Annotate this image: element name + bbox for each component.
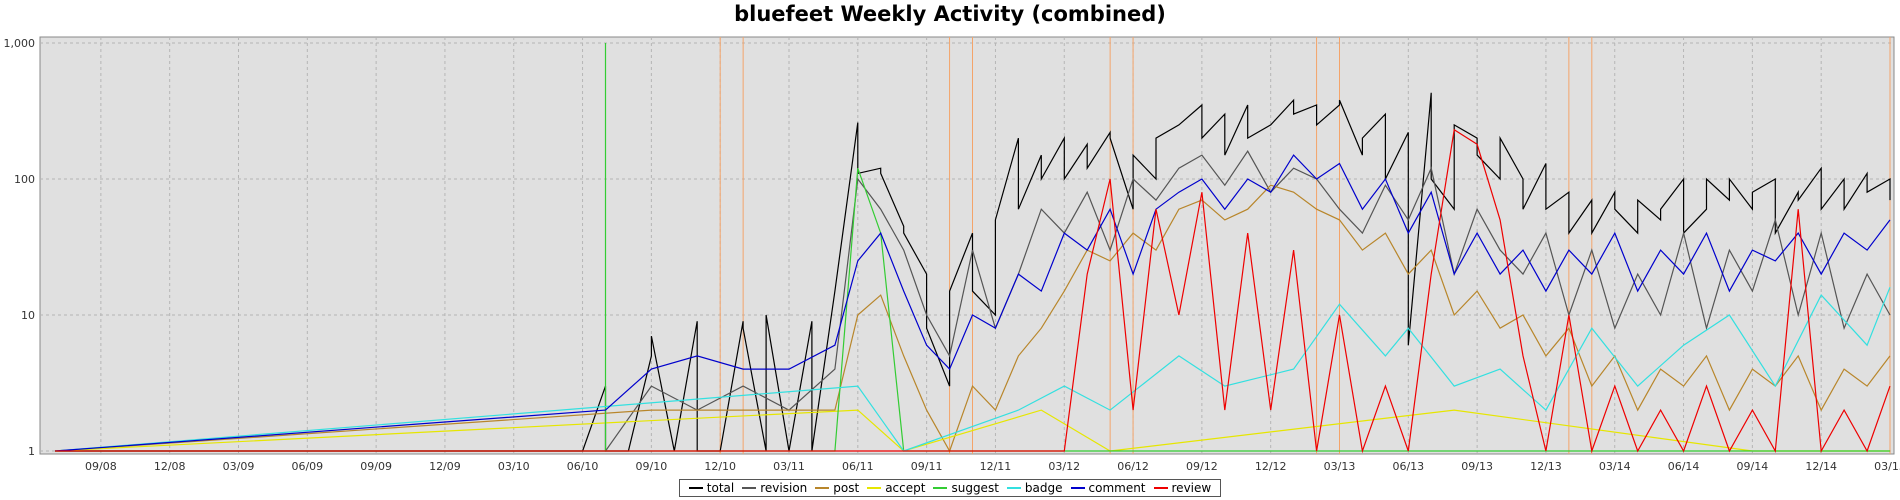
x-tick-label: 03/09 (223, 460, 255, 473)
y-axis-ticks: 1 10 100 1,000 (4, 37, 36, 458)
legend-label: total (706, 481, 735, 495)
legend: total revision post accept suggest badge comme… (0, 479, 1900, 497)
y-tick-label: 1 (28, 445, 35, 458)
legend-swatch (1070, 487, 1085, 489)
legend-item-post: post (815, 481, 859, 495)
x-tick-label: 06/11 (842, 460, 874, 473)
x-tick-label: 12/08 (154, 460, 186, 473)
x-tick-label: 09/08 (85, 460, 117, 473)
x-tick-label: 03/15 (1874, 460, 1900, 473)
x-tick-label: 06/14 (1668, 460, 1700, 473)
y-tick-label: 100 (14, 173, 35, 186)
legend-label: suggest (951, 481, 999, 495)
legend-label: review (1171, 481, 1212, 495)
x-axis-ticks: 09/08 12/08 03/09 06/09 09/09 12/09 03/10 06/10… (85, 460, 1900, 473)
series-line-review (55, 128, 1891, 454)
x-tick-label: 09/10 (636, 460, 668, 473)
legend-label: comment (1088, 481, 1146, 495)
x-tick-label: 12/09 (429, 460, 461, 473)
legend-item-total: total (688, 481, 735, 495)
x-tick-label: 09/14 (1737, 460, 1769, 473)
series-line-revision (55, 150, 1891, 452)
y-tick-label: 10 (21, 309, 35, 322)
x-tick-label: 03/14 (1599, 460, 1631, 473)
x-tick-label: 09/11 (911, 460, 943, 473)
series-line-badge (54, 286, 1891, 452)
legend-item-comment: comment (1070, 481, 1146, 495)
x-tick-label: 03/12 (1048, 460, 1080, 473)
series-line-accept (54, 409, 1890, 452)
x-tick-label: 12/11 (980, 460, 1012, 473)
legend-item-accept: accept (867, 481, 925, 495)
series-line-post (54, 184, 1891, 453)
legend-swatch (815, 487, 830, 489)
x-tick-label: 06/12 (1117, 460, 1149, 473)
legend-label: accept (885, 481, 926, 495)
x-tick-label: 12/14 (1805, 460, 1837, 473)
x-tick-label: 12/12 (1255, 460, 1287, 473)
legend-item-revision: revision (742, 481, 807, 495)
legend-swatch (867, 487, 882, 489)
y-tick-label: 1,000 (4, 37, 36, 50)
legend-swatch (742, 487, 757, 489)
legend-item-badge: badge (1006, 481, 1063, 495)
x-tick-label: 12/10 (704, 460, 736, 473)
x-tick-label: 09/12 (1186, 460, 1218, 473)
x-tick-label: 12/13 (1530, 460, 1562, 473)
legend-swatch (1153, 487, 1168, 489)
chart-title: bluefeet Weekly Activity (combined) (734, 2, 1166, 26)
series-lines (54, 43, 1891, 454)
legend-swatch (1006, 487, 1021, 489)
series-line-comment (54, 154, 1891, 452)
legend-box: total revision post accept suggest badge comme… (678, 479, 1222, 497)
x-tick-label: 03/10 (498, 460, 530, 473)
legend-label: revision (760, 481, 808, 495)
x-tick-label: 03/11 (773, 460, 805, 473)
legend-item-review: review (1153, 481, 1212, 495)
x-tick-label: 06/10 (567, 460, 599, 473)
legend-label: post (833, 481, 860, 495)
x-tick-label: 09/09 (360, 460, 392, 473)
legend-label: badge (1024, 481, 1063, 495)
legend-swatch (688, 487, 703, 489)
x-tick-label: 06/13 (1392, 460, 1424, 473)
legend-swatch (933, 487, 948, 489)
x-tick-label: 06/09 (291, 460, 323, 473)
legend-item-suggest: suggest (933, 481, 999, 495)
x-tick-label: 03/13 (1324, 460, 1356, 473)
x-tick-label: 09/13 (1461, 460, 1493, 473)
